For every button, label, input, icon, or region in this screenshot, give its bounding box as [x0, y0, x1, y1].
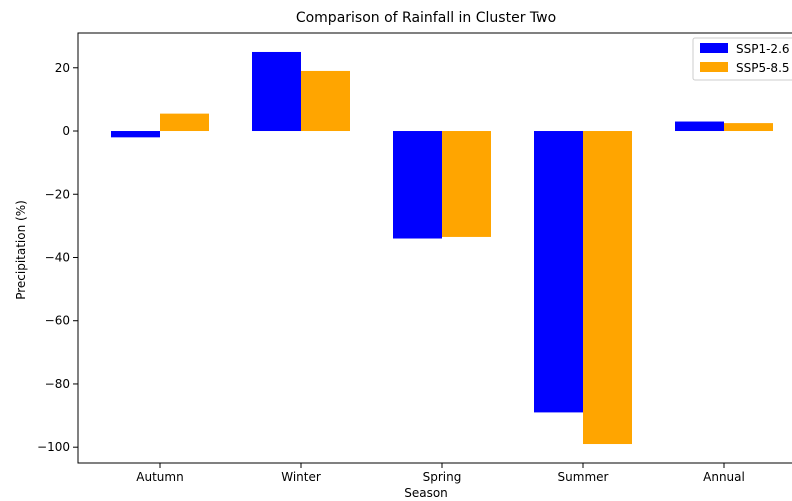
chart-title: Comparison of Rainfall in Cluster Two	[296, 10, 556, 26]
bar-autumn-ssp5-8-5	[160, 113, 209, 132]
y-tick-label: 0	[62, 124, 70, 138]
bar-autumn-ssp1-2-6	[111, 131, 160, 138]
y-tick-label: 20	[55, 61, 70, 75]
x-tick-label-winter: Winter	[281, 470, 321, 484]
y-axis: 20 0 −20 −40 −60 −80 −100	[37, 61, 78, 454]
bar-annual-ssp5-8-5	[724, 123, 773, 132]
bar-summer-ssp1-2-6	[534, 131, 583, 413]
y-tick-label: −60	[45, 314, 70, 328]
bar-summer-ssp5-8-5	[583, 131, 632, 445]
bar-winter-ssp5-8-5	[301, 70, 350, 132]
plot-area	[77, 32, 792, 464]
bars-group	[111, 51, 773, 445]
x-tick-label-spring: Spring	[423, 470, 462, 484]
y-tick-label: −40	[45, 250, 70, 264]
x-tick-label-summer: Summer	[558, 470, 609, 484]
bar-spring-ssp1-2-6	[393, 131, 442, 239]
legend-label: SSP5-8.5	[736, 61, 790, 75]
x-tick-label-annual: Annual	[703, 470, 745, 484]
x-axis-label: Season	[404, 486, 448, 500]
legend-swatch	[700, 62, 728, 72]
y-tick-label: −80	[45, 377, 70, 391]
legend: SSP1-2.6 SSP5-8.5	[692, 37, 792, 81]
bar-annual-ssp1-2-6	[675, 121, 724, 132]
bar-spring-ssp5-8-5	[442, 131, 491, 237]
bar-winter-ssp1-2-6	[252, 51, 301, 132]
y-axis-label: Precipitation (%)	[14, 200, 28, 300]
y-tick-label: −20	[45, 187, 70, 201]
y-tick-label: −100	[37, 440, 70, 454]
legend-swatch	[700, 43, 728, 53]
legend-label: SSP1-2.6	[736, 42, 790, 56]
x-tick-label-autumn: Autumn	[136, 470, 183, 484]
x-axis: Autumn Winter Spring Summer Annual	[136, 463, 745, 484]
